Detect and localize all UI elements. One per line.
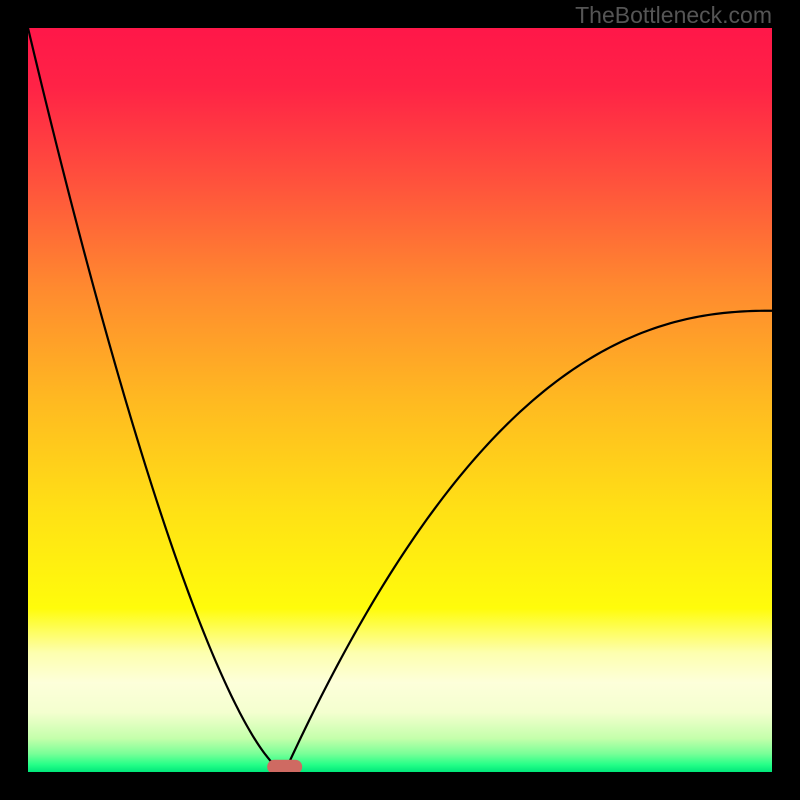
apex-marker [28, 28, 772, 772]
chart-frame [0, 0, 800, 800]
plot-area [28, 28, 772, 772]
watermark-text: TheBottleneck.com [575, 2, 772, 29]
